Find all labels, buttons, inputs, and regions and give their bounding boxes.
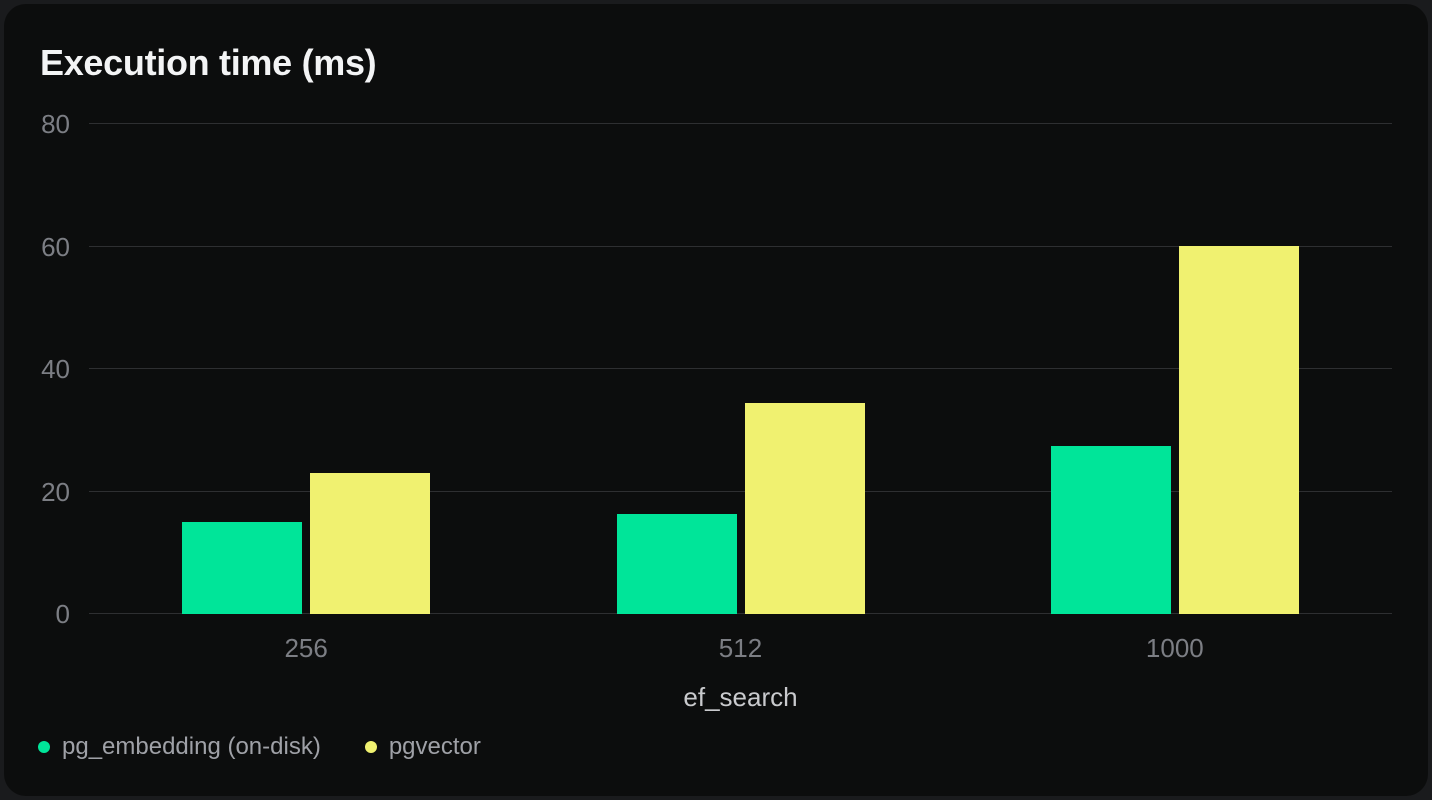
gridline bbox=[89, 490, 1392, 492]
legend-color-dot-icon bbox=[38, 741, 50, 753]
y-tick-label: 80 bbox=[41, 109, 70, 139]
gridline bbox=[89, 613, 1392, 614]
legend: pg_embedding (on-disk) pgvector bbox=[38, 733, 481, 761]
y-tick-label: 40 bbox=[41, 354, 70, 384]
x-tick-label-1000: 1000 bbox=[1145, 633, 1204, 663]
chart-card: Execution time (ms) 0 20 40 60 80 256 512 1000… bbox=[4, 4, 1428, 796]
x-axis: 256 512 1000 bbox=[89, 633, 1392, 665]
legend-item-pgvector[interactable]: pgvector bbox=[364, 733, 481, 761]
x-tick-label-256: 256 bbox=[284, 633, 328, 663]
y-tick-label: 20 bbox=[41, 476, 70, 507]
plot-area bbox=[89, 123, 1392, 614]
legend-color-dot-icon bbox=[364, 741, 377, 753]
y-tick-label: 60 bbox=[41, 231, 70, 262]
chart-title: Execution time (ms) bbox=[40, 42, 377, 83]
gridline bbox=[89, 123, 1392, 124]
gridline bbox=[89, 368, 1392, 369]
bar-pgvector-256 bbox=[310, 473, 431, 614]
x-tick-label-512: 512 bbox=[718, 633, 763, 663]
x-axis-label: ef_search bbox=[683, 682, 798, 712]
bar-pg-embedding-on-disk-512 bbox=[616, 514, 737, 614]
bar-pg-embedding-on-disk-256 bbox=[182, 521, 303, 614]
bar-group-256 bbox=[182, 473, 431, 614]
legend-item-pg-embedding-on-disk[interactable]: pg_embedding (on-disk) bbox=[38, 733, 321, 761]
bar-pgvector-1000 bbox=[1178, 245, 1299, 614]
bar-group-512 bbox=[616, 403, 865, 614]
bar-pg-embedding-on-disk-1000 bbox=[1050, 446, 1171, 614]
y-tick-label: 0 bbox=[55, 599, 70, 629]
gridline bbox=[89, 245, 1392, 247]
legend-label: pgvector bbox=[388, 733, 481, 760]
legend-label: pg_embedding (on-disk) bbox=[62, 733, 321, 760]
bar-group-1000 bbox=[1050, 245, 1299, 614]
y-axis: 0 20 40 60 80 bbox=[34, 109, 70, 629]
bar-pgvector-512 bbox=[744, 403, 865, 614]
